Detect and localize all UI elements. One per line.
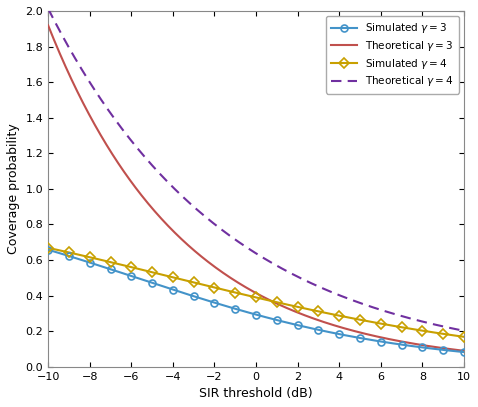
X-axis label: SIR threshold (dB): SIR threshold (dB): [199, 387, 313, 400]
Y-axis label: Coverage probability: Coverage probability: [7, 123, 20, 254]
Legend: Simulated $\gamma = 3$, Theoretical $\gamma = 3$, Simulated $\gamma = 4$, Theore: Simulated $\gamma = 3$, Theoretical $\ga…: [326, 16, 459, 94]
